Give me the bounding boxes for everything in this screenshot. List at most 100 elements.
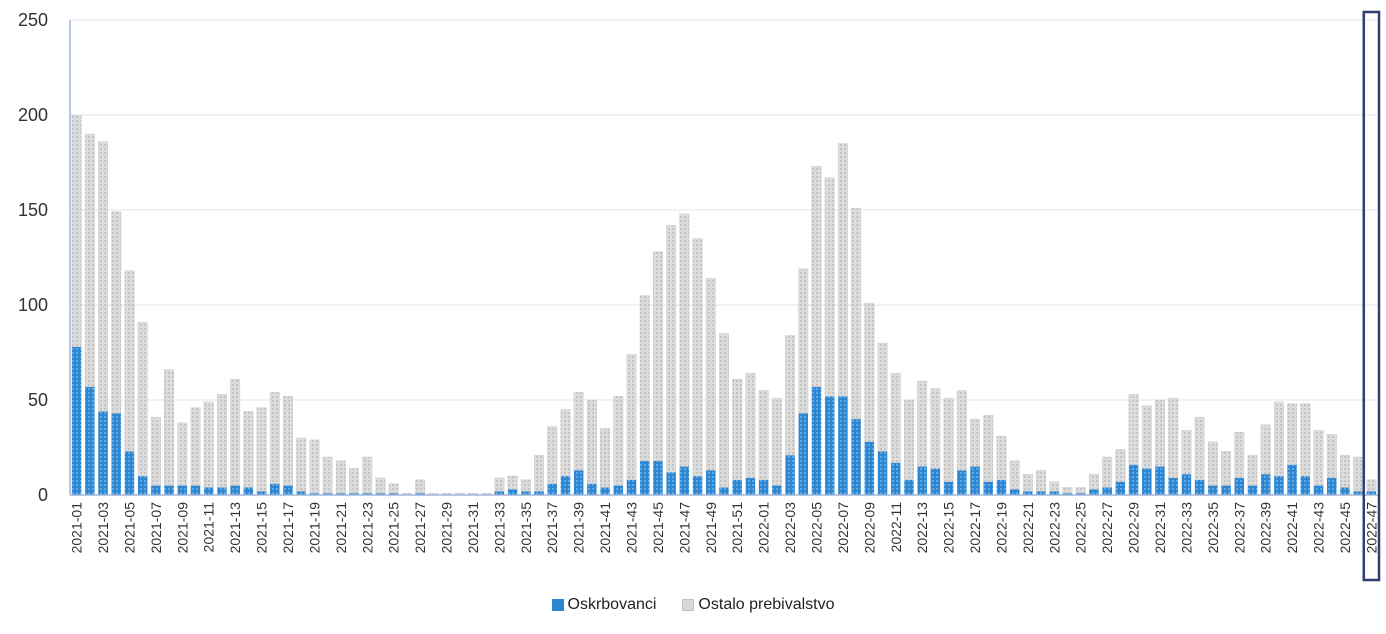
bar-ostalo [1287,403,1298,465]
bar-oskrbovanci [1221,485,1231,495]
bar-ostalo [917,380,928,467]
bar-ostalo [283,396,293,486]
y-tick-label: 250 [18,10,48,30]
bar-ostalo [904,399,914,481]
x-tick-label: 2021-13 [227,502,243,554]
bar-ostalo [98,141,108,412]
x-tick-label: 2022-17 [967,502,983,554]
bar-ostalo [745,373,756,479]
bar-oskrbovanci [349,493,359,495]
x-tick-label: 2022-01 [756,502,772,554]
x-tick-label: 2021-41 [597,502,613,554]
bar-oskrbovanci [494,491,505,495]
x-tick-label: 2022-45 [1337,502,1353,554]
x-tick-label: 2021-49 [703,502,719,554]
x-tick-label: 2021-39 [571,502,587,554]
bar-oskrbovanci [1089,489,1099,495]
y-tick-label: 0 [38,485,48,505]
x-axis-ticks: 2021-01 2021-03 2021-05 2021-07 2021-09 2021-… [69,502,1380,554]
bar-ostalo [837,143,848,397]
bar-ostalo [639,295,650,462]
bar-oskrbovanci [864,441,875,495]
x-tick-label: 2022-23 [1046,502,1062,554]
bar-oskrbovanci [917,466,927,495]
bar-oskrbovanci [957,470,967,495]
bar-ostalo [164,369,175,486]
bar-oskrbovanci [1366,491,1377,495]
bar-oskrbovanci [758,479,769,495]
bar-oskrbovanci [534,491,544,495]
bar-ostalo [190,407,201,486]
bar-oskrbovanci [851,419,861,495]
legend-label-oskrbovanci: Oskrbovanci [567,596,657,613]
bar-ostalo [388,483,399,494]
x-tick-label: 2021-31 [465,502,481,554]
bar-oskrbovanci [904,479,914,495]
bar-ostalo [811,166,822,387]
bar-oskrbovanci [587,483,597,495]
bar-oskrbovanci [1247,485,1258,495]
bar-oskrbovanci [1049,491,1060,495]
bar-ostalo [349,468,360,494]
bar-ostalo [560,409,571,477]
legend-swatch-ostalo [682,599,695,611]
bars [71,114,1377,496]
x-tick-label: 2021-43 [624,502,640,554]
legend-swatch-oskrbovanci [551,599,564,611]
x-tick-label: 2021-47 [676,502,692,554]
bar-ostalo [1260,424,1271,475]
x-tick-label: 2021-27 [412,502,428,554]
bar-ostalo [679,213,690,467]
bar-ostalo [1049,481,1060,492]
bar-oskrbovanci [1208,485,1218,495]
bar-ostalo [652,251,663,462]
bar-oskrbovanci [1287,464,1297,495]
bar-ostalo [996,435,1007,481]
bar-oskrbovanci [547,483,557,495]
y-tick-label: 200 [18,105,48,125]
bar-oskrbovanci [811,386,822,495]
bar-oskrbovanci [85,386,95,495]
bar-ostalo [1155,399,1165,467]
x-tick-label: 2022-39 [1258,502,1274,554]
bar-oskrbovanci [1102,487,1112,495]
bar-oskrbovanci [891,462,901,495]
highlight-box [1362,10,1381,582]
bar-ostalo [877,342,888,452]
bar-ostalo [534,454,544,492]
bar-oskrbovanci [1340,487,1350,495]
x-tick-label: 2022-43 [1311,502,1327,554]
y-tick-label: 150 [18,200,48,220]
x-tick-label: 2022-15 [941,502,957,554]
x-tick-label: 2022-09 [861,502,877,554]
bar-ostalo [71,114,82,348]
bar-oskrbovanci [772,485,782,495]
bar-ostalo [732,378,743,481]
bar-ostalo [1141,405,1152,469]
bar-oskrbovanci [309,493,320,495]
bar-oskrbovanci [111,413,121,495]
bar-oskrbovanci [626,479,637,495]
bar-oskrbovanci [256,491,267,495]
bar-oskrbovanci [1353,491,1363,495]
bar-ostalo [1353,456,1364,492]
bar-ostalo [547,426,558,484]
bar-ostalo [1194,416,1205,481]
bar-ostalo [1128,394,1139,465]
bar-oskrbovanci [190,485,201,495]
bar-ostalo [494,477,505,492]
bar-oskrbovanci [217,487,227,495]
bar-ostalo [322,456,333,494]
bar-oskrbovanci [970,466,980,495]
x-tick-label: 2021-51 [729,502,745,554]
x-tick-label: 2022-35 [1205,502,1221,554]
bar-oskrbovanci [1115,481,1126,495]
bar-oskrbovanci [573,470,584,495]
x-tick-label: 2022-37 [1231,502,1247,554]
bar-oskrbovanci [164,485,174,495]
bar-oskrbovanci [151,485,161,495]
bar-oskrbovanci [930,468,941,495]
bar-ostalo [666,224,677,473]
bar-ostalo [586,399,597,484]
